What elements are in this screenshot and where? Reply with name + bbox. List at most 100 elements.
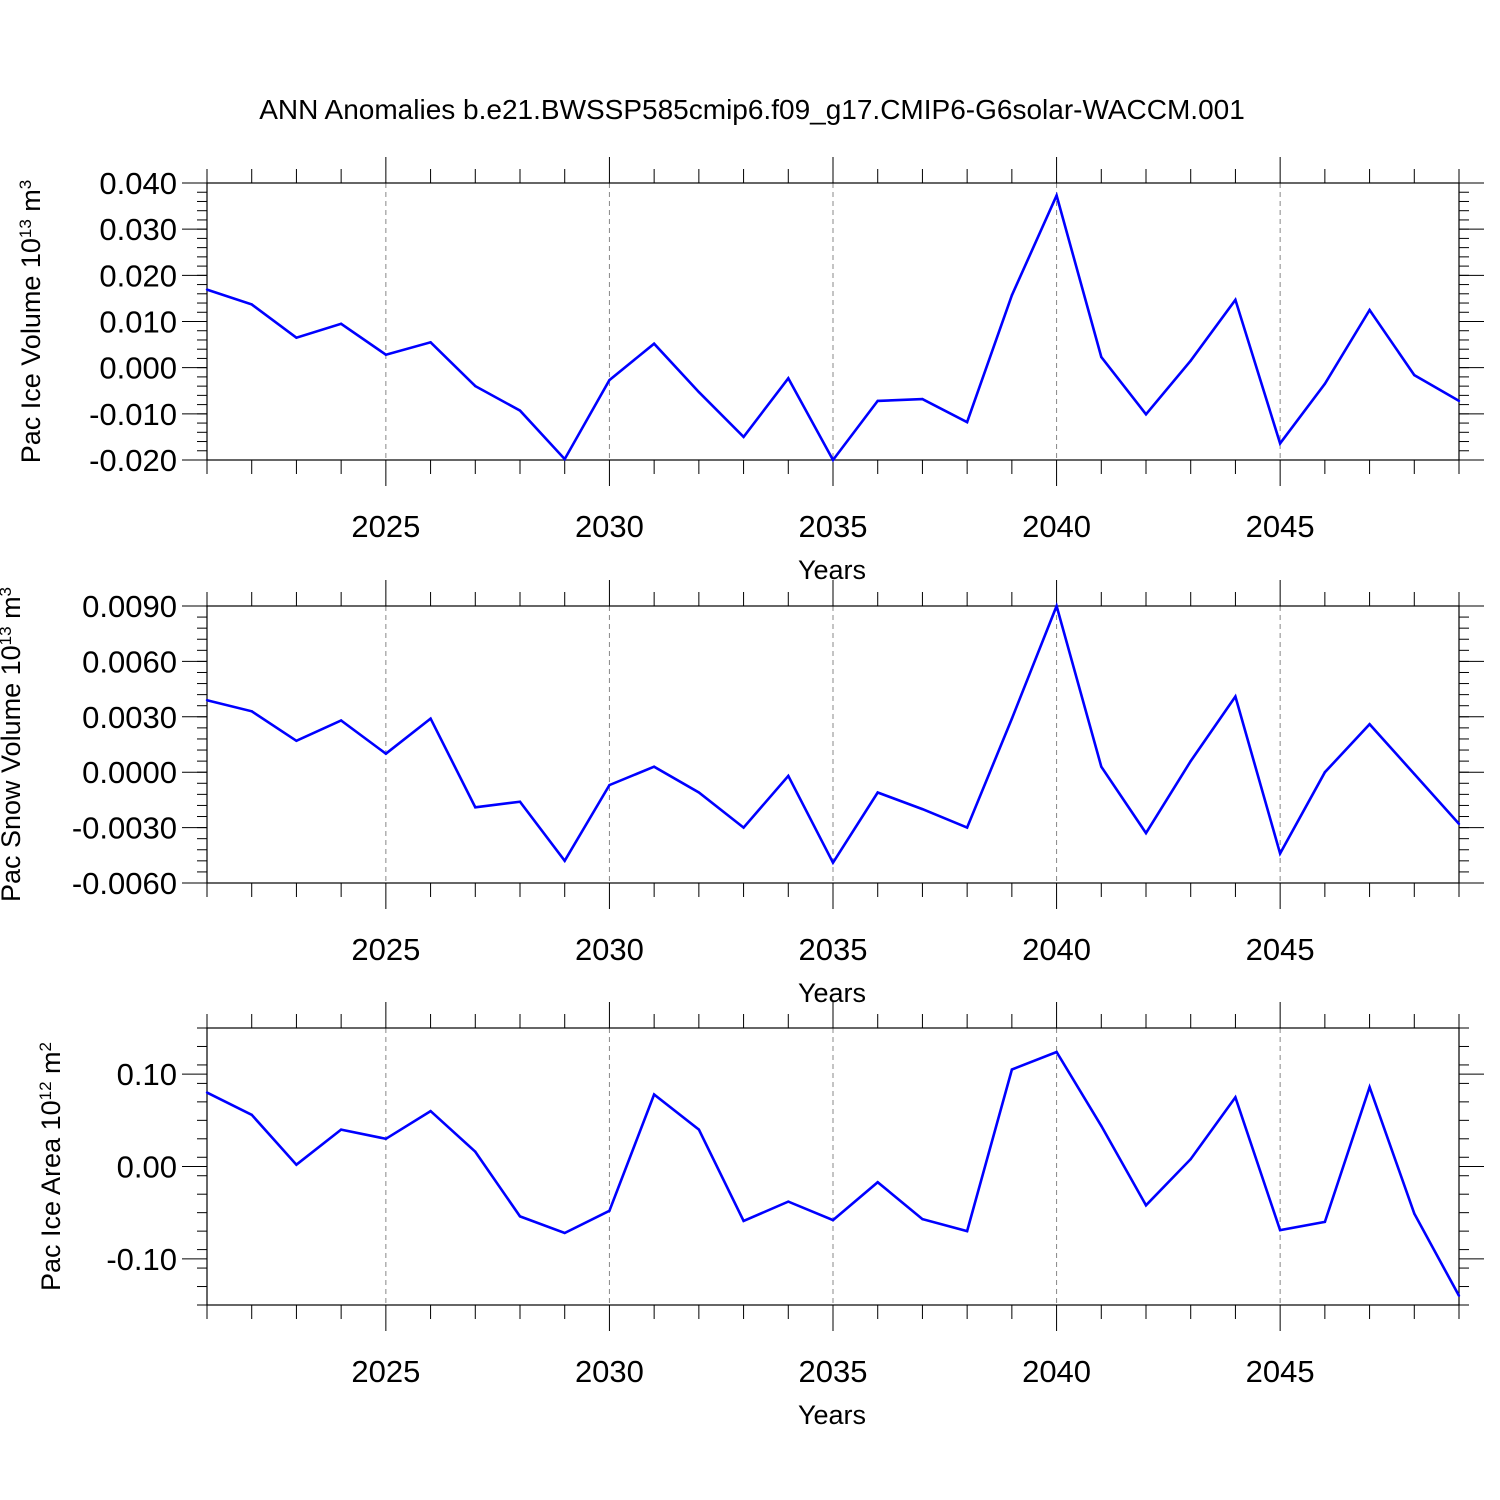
data-point — [1278, 442, 1282, 445]
y-tick-label: 0.000 — [99, 351, 177, 386]
x-tick-label: 2040 — [1022, 932, 1091, 967]
y-axis-label-text: Pac Ice Volume 10 — [16, 238, 46, 463]
data-point — [518, 800, 522, 803]
data-point — [250, 1113, 253, 1116]
data-point — [1189, 759, 1192, 763]
data-point — [518, 1215, 522, 1218]
y-tick-label: 0.010 — [99, 305, 177, 340]
y-axis-label-unit-exponent: 3 — [16, 180, 35, 189]
data-point — [787, 377, 790, 380]
panel-2: -0.0060 -0.0030 0.0000 0.0030 0.0060 0.0090 20… — [0, 580, 1484, 1008]
x-tick-label: 2040 — [1022, 509, 1091, 544]
y-tick-label: 0.10 — [117, 1057, 177, 1092]
data-point — [652, 342, 656, 345]
data-point — [1100, 1124, 1103, 1128]
data-point — [1234, 298, 1237, 302]
data-point — [563, 457, 566, 461]
data-point — [608, 783, 611, 787]
y-axis-label: Pac Snow Volume 1013 m3 — [0, 587, 26, 902]
data-point — [205, 1091, 209, 1094]
y-tick-label: 0.040 — [99, 166, 177, 201]
y-tick-label: -0.010 — [89, 397, 177, 432]
data-point — [295, 336, 298, 339]
y-tick-label: 0.0000 — [82, 755, 177, 790]
data-point — [1278, 852, 1282, 855]
data-point — [384, 752, 388, 755]
data-point — [921, 397, 924, 401]
data-point — [1189, 1157, 1192, 1161]
data-point — [1368, 1085, 1371, 1089]
y-tick-label: -0.0060 — [72, 866, 177, 901]
data-point — [295, 739, 298, 743]
data-point — [295, 1163, 298, 1166]
y-tick-label: 0.0090 — [82, 589, 177, 624]
data-point — [1055, 194, 1058, 197]
data-point — [965, 826, 969, 829]
data-point — [697, 1128, 701, 1131]
data-point — [831, 861, 835, 864]
chart-panels: -0.020 -0.010 0.000 0.010 0.020 0.030 0.040 202… — [0, 157, 1484, 1430]
x-tick-label: 2035 — [799, 1354, 868, 1389]
x-tick-label: 2045 — [1246, 509, 1315, 544]
x-tick-label: 2035 — [799, 932, 868, 967]
data-point — [876, 791, 879, 794]
y-axis-label-exponent: 13 — [16, 219, 35, 238]
data-point — [1010, 293, 1014, 297]
data-point — [250, 303, 253, 306]
x-axis-label: Years — [798, 978, 866, 1008]
x-axis-label: Years — [798, 1400, 866, 1430]
data-point — [608, 378, 611, 382]
data-point — [339, 322, 343, 326]
x-tick-label: 2040 — [1022, 1354, 1091, 1389]
data-point — [339, 1128, 343, 1131]
data-point — [563, 859, 566, 863]
data-point — [742, 1219, 745, 1223]
y-tick-label: 0.020 — [99, 258, 177, 293]
data-point — [831, 1218, 835, 1222]
data-point — [518, 409, 522, 412]
data-point — [1413, 772, 1416, 776]
data-point — [205, 698, 209, 702]
data-point — [1323, 771, 1327, 774]
data-point — [1189, 359, 1192, 362]
data-point — [1413, 373, 1416, 377]
data-point — [921, 807, 924, 811]
y-axis-label-text: Pac Ice Area 10 — [36, 1100, 66, 1291]
x-tick-label: 2035 — [799, 509, 868, 544]
y-tick-label: 0.030 — [99, 212, 177, 247]
y-tick-label: 0.0060 — [82, 644, 177, 679]
data-point — [965, 1229, 969, 1233]
x-tick-label: 2025 — [351, 509, 420, 544]
panel-1: -0.020 -0.010 0.000 0.010 0.020 0.030 0.040 202… — [16, 157, 1484, 585]
data-point — [1234, 695, 1237, 698]
x-axis-label: Years — [798, 555, 866, 585]
data-point — [921, 1217, 924, 1221]
data-point — [429, 1109, 432, 1113]
data-point — [384, 353, 388, 356]
data-point — [787, 774, 790, 778]
y-tick-label: 0.0030 — [82, 700, 177, 735]
data-point — [697, 390, 701, 394]
data-point — [1010, 1068, 1014, 1071]
data-point — [697, 791, 701, 794]
data-point — [1100, 355, 1103, 359]
data-point — [1055, 1050, 1058, 1054]
data-point — [1368, 308, 1371, 312]
y-axis-label-exponent: 12 — [36, 1081, 55, 1100]
data-point — [1457, 399, 1461, 403]
y-tick-label: -0.10 — [106, 1242, 177, 1277]
data-point — [1457, 1294, 1461, 1297]
y-axis-label-unit: m — [36, 1051, 66, 1081]
x-tick-label: 2045 — [1246, 932, 1315, 967]
data-point — [608, 1209, 611, 1213]
y-axis-label-text: Pac Snow Volume 10 — [0, 645, 26, 902]
data-point — [250, 710, 253, 713]
data-point — [429, 341, 432, 344]
data-point — [742, 435, 745, 439]
data-point — [1144, 1204, 1148, 1207]
panel-3: -0.10 0.00 0.10 2025 2030 2035 2040 2045 Years Pa… — [36, 1002, 1484, 1430]
y-tick-label: -0.0030 — [72, 811, 177, 846]
y-axis-label-exponent: 13 — [0, 626, 15, 645]
